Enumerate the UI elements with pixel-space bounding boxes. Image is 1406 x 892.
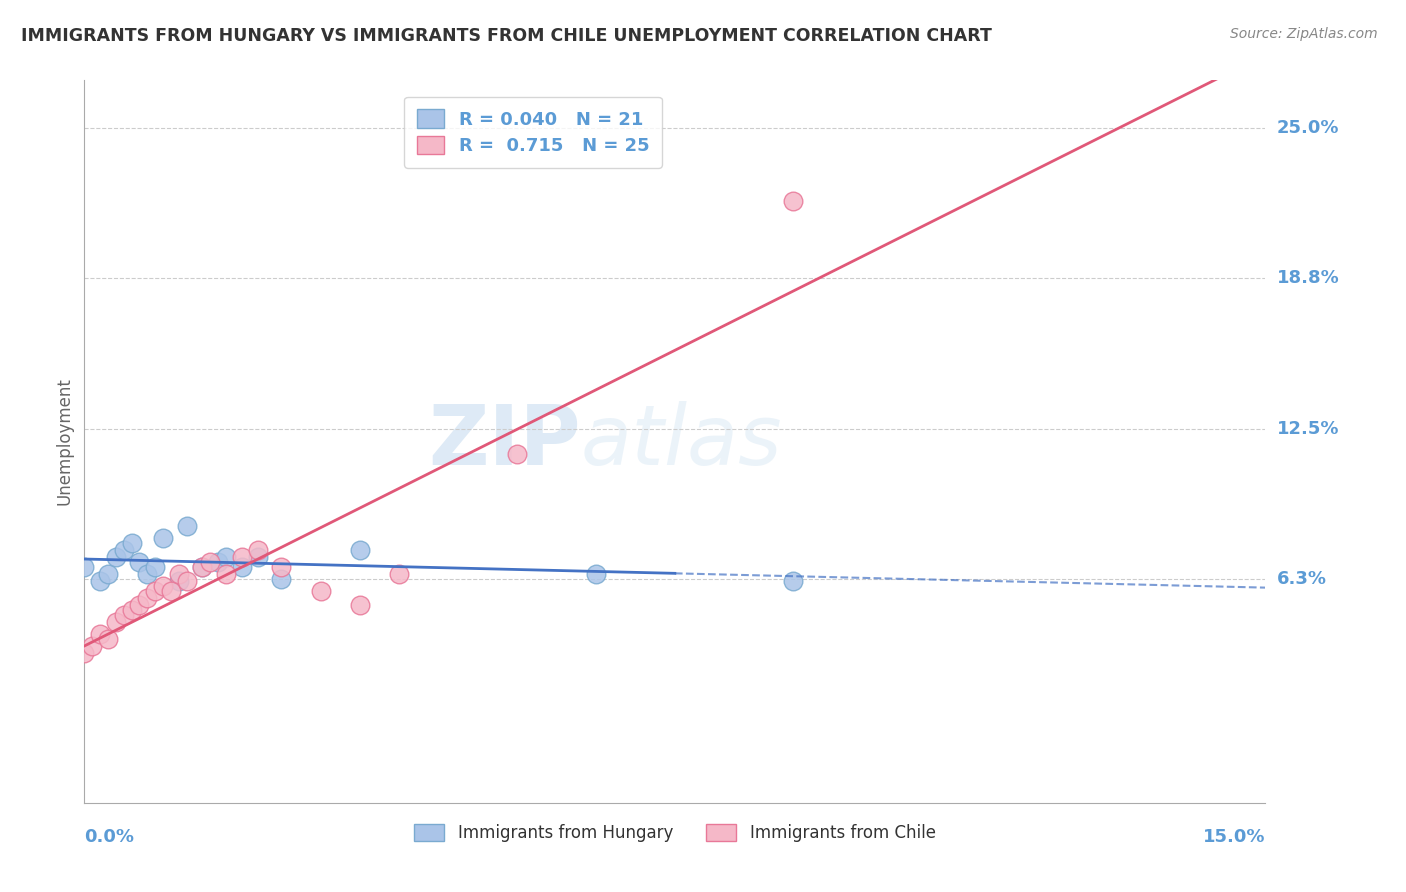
- Point: [82, 639, 104, 653]
- Text: ZIP: ZIP: [427, 401, 581, 482]
- Point: [136, 567, 159, 582]
- Point: [104, 615, 127, 630]
- Point: [97, 632, 120, 646]
- Point: [215, 567, 238, 582]
- Point: [200, 555, 222, 569]
- Point: [270, 559, 292, 574]
- Point: [128, 599, 150, 613]
- Text: Source: ZipAtlas.com: Source: ZipAtlas.com: [1230, 27, 1378, 41]
- Point: [73, 559, 96, 574]
- Point: [121, 535, 143, 549]
- Point: [349, 599, 371, 613]
- Point: [143, 559, 166, 574]
- Point: [246, 550, 269, 565]
- Point: [167, 574, 190, 589]
- Point: [207, 555, 229, 569]
- Point: [246, 542, 269, 557]
- Point: [506, 446, 529, 460]
- Point: [176, 518, 198, 533]
- Point: [112, 607, 135, 622]
- Point: [231, 550, 253, 565]
- Point: [104, 550, 127, 565]
- Point: [782, 194, 804, 208]
- Point: [231, 559, 253, 574]
- Text: 6.3%: 6.3%: [1277, 570, 1326, 588]
- Point: [73, 647, 96, 661]
- Text: 15.0%: 15.0%: [1204, 828, 1265, 846]
- Point: [388, 567, 411, 582]
- Point: [191, 559, 214, 574]
- Point: [782, 574, 804, 589]
- Point: [349, 542, 371, 557]
- Point: [215, 550, 238, 565]
- Point: [89, 627, 111, 641]
- Text: 0.0%: 0.0%: [84, 828, 135, 846]
- Y-axis label: Unemployment: Unemployment: [55, 377, 73, 506]
- Point: [270, 572, 292, 586]
- Text: 25.0%: 25.0%: [1277, 120, 1339, 137]
- Point: [152, 531, 174, 545]
- Point: [89, 574, 111, 589]
- Point: [160, 583, 183, 598]
- Text: 12.5%: 12.5%: [1277, 420, 1339, 439]
- Text: atlas: atlas: [581, 401, 782, 482]
- Text: IMMIGRANTS FROM HUNGARY VS IMMIGRANTS FROM CHILE UNEMPLOYMENT CORRELATION CHART: IMMIGRANTS FROM HUNGARY VS IMMIGRANTS FR…: [21, 27, 993, 45]
- Point: [128, 555, 150, 569]
- Point: [152, 579, 174, 593]
- Legend: Immigrants from Hungary, Immigrants from Chile: Immigrants from Hungary, Immigrants from…: [408, 817, 942, 848]
- Point: [309, 583, 332, 598]
- Text: 18.8%: 18.8%: [1277, 268, 1340, 286]
- Point: [97, 567, 120, 582]
- Point: [585, 567, 607, 582]
- Point: [136, 591, 159, 606]
- Point: [167, 567, 190, 582]
- Point: [176, 574, 198, 589]
- Point: [143, 583, 166, 598]
- Point: [191, 559, 214, 574]
- Point: [121, 603, 143, 617]
- Point: [112, 542, 135, 557]
